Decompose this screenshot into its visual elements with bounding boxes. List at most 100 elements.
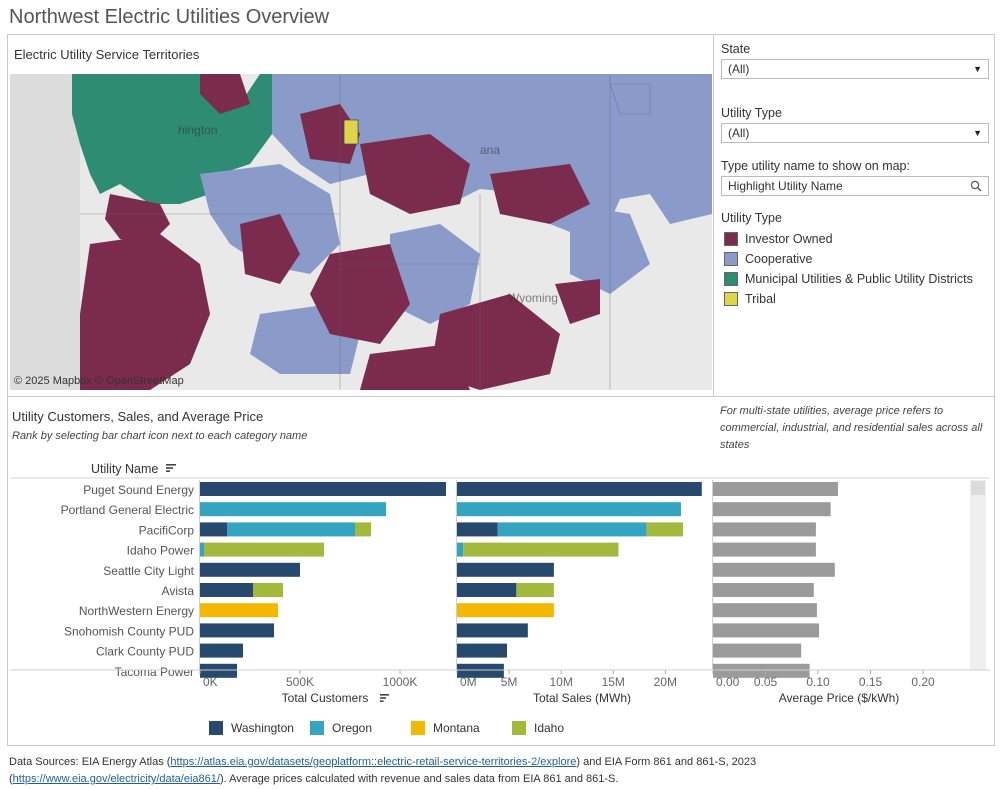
tick-label: 5M [501,675,518,689]
bar-customers-washington[interactable] [200,643,243,658]
bar-sales-washington[interactable] [457,522,498,537]
state-legend-oregon[interactable]: Oregon [310,721,411,735]
sort-icon[interactable] [165,463,177,473]
bar-price[interactable] [713,623,820,638]
bar-sales-washington[interactable] [457,663,504,678]
bar-price[interactable] [713,643,802,658]
legend-label: Montana [433,721,480,735]
legend-swatch [724,232,738,246]
utility-label[interactable]: Clark County PUD [96,645,194,659]
axis-title[interactable]: Total Customers [282,691,369,705]
tick-label: 0.10 [806,675,830,689]
tick-label: 0.00 [716,675,740,689]
tick-label: 0K [203,675,218,689]
state-legend-washington[interactable]: Washington [209,721,310,735]
utility-label[interactable]: Idaho Power [127,544,194,558]
bar-customers-washington[interactable] [200,522,227,537]
legend-item-tribal[interactable]: Tribal [724,289,973,309]
data-sources-footer: Data Sources: EIA Energy Atlas (https://… [9,754,994,788]
axis-title[interactable]: Total Sales (MWh) [533,691,631,705]
tick-label: 0.15 [859,675,883,689]
bar-customers-washington[interactable] [200,482,446,496]
utility-label[interactable]: Puget Sound Energy [83,483,194,497]
bar-sales-oregon[interactable] [497,522,647,537]
tick-label: 0.05 [754,675,778,689]
bar-sales-washington[interactable] [457,643,507,658]
service-territory-map[interactable]: hington ana Wyoming [10,74,712,390]
legend-label: Idaho [534,721,565,735]
search-label: Type utility name to show on map: [721,159,910,173]
bar-price[interactable] [713,502,831,517]
bar-customers-oregon[interactable] [200,502,386,517]
search-placeholder: Highlight Utility Name [728,179,843,193]
legend-item-investor-owned[interactable]: Investor Owned [724,229,973,249]
bar-customers-washington[interactable] [200,562,300,577]
bar-price[interactable] [713,542,816,557]
scrollbar-track[interactable] [970,480,986,670]
bar-sales-montana[interactable] [457,603,554,618]
axis-title[interactable]: Average Price ($/kWh) [779,691,900,705]
utility-label[interactable]: Portland General Electric [61,503,194,517]
legend-item-cooperative[interactable]: Cooperative [724,249,973,269]
map-canvas[interactable]: hington ana Wyoming [10,74,712,390]
map-attribution[interactable]: © 2025 Mapbox © OpenStreetMap [14,375,184,387]
bar-customers-washington[interactable] [200,663,237,678]
footer-text: ) and EIA Form 861 and 861-S, 2023 [576,756,757,768]
chart-section-subtitle: Rank by selecting bar chart icon next to… [12,430,308,442]
utility-search-input[interactable]: Highlight Utility Name [721,176,989,196]
state-legend-idaho[interactable]: Idaho [512,721,613,735]
bar-price[interactable] [713,663,810,678]
utility-name-header[interactable]: Utility Name [91,462,177,476]
bar-price[interactable] [713,603,817,618]
legend-swatch [724,292,738,306]
legend-item-municipal[interactable]: Municipal Utilities & Public Utility Dis… [724,269,973,289]
tick-label: 15M [602,675,625,689]
utility-label[interactable]: Snohomish County PUD [64,624,194,638]
bar-sales-oregon[interactable] [457,542,464,557]
bar-customers-washington[interactable] [200,583,253,597]
state-dropdown[interactable]: (All) ▼ [721,59,989,79]
chevron-down-icon: ▼ [973,128,982,138]
bar-customers-washington[interactable] [200,623,274,638]
utility-type-dropdown-value: (All) [728,126,750,140]
utility-label[interactable]: Avista [162,584,195,598]
utility-type-dropdown[interactable]: (All) ▼ [721,123,989,143]
scrollbar-thumb[interactable] [971,481,985,495]
bar-customers-idaho[interactable] [355,522,371,537]
bar-customers-oregon[interactable] [200,542,204,557]
bar-sales-washington[interactable] [457,482,702,496]
bar-sales-idaho[interactable] [646,522,684,537]
state-legend: Washington Oregon Montana Idaho [209,721,613,735]
bar-price[interactable] [713,562,835,577]
state-legend-montana[interactable]: Montana [411,721,512,735]
chevron-down-icon: ▼ [973,64,982,74]
eia-atlas-link[interactable]: https://atlas.eia.gov/datasets/geoplatfo… [170,756,577,768]
utility-label[interactable]: Tacoma Power [115,665,194,679]
tick-label: 10M [549,675,572,689]
bar-customers-idaho[interactable] [253,583,283,597]
utility-name-header-label: Utility Name [91,462,159,476]
bar-price[interactable] [713,583,814,597]
bar-sales-washington[interactable] [457,562,554,577]
state-dropdown-value: (All) [728,62,750,76]
utility-label[interactable]: Seattle City Light [103,564,194,578]
legend-swatch [724,252,738,266]
bar-customers-idaho[interactable] [204,542,324,557]
bar-price[interactable] [713,482,838,496]
bar-sales-washington[interactable] [457,623,528,638]
chart-section-title: Utility Customers, Sales, and Average Pr… [12,409,264,424]
tick-label: 0M [460,675,477,689]
utility-label[interactable]: NorthWestern Energy [79,604,194,618]
bar-sales-washington[interactable] [457,583,517,597]
utility-label[interactable]: PacifiCorp [139,523,195,537]
bar-sales-oregon[interactable] [457,502,681,517]
bar-sales-idaho[interactable] [516,583,554,597]
sort-icon[interactable] [380,694,389,702]
page-title: Northwest Electric Utilities Overview [9,6,330,28]
bar-sales-idaho[interactable] [463,542,619,557]
bar-customers-oregon[interactable] [227,522,355,537]
panel-divider [713,34,714,396]
bar-customers-montana[interactable] [200,603,278,618]
eia-861-link[interactable]: https://www.eia.gov/electricity/data/eia… [12,773,220,785]
bar-price[interactable] [713,522,816,537]
